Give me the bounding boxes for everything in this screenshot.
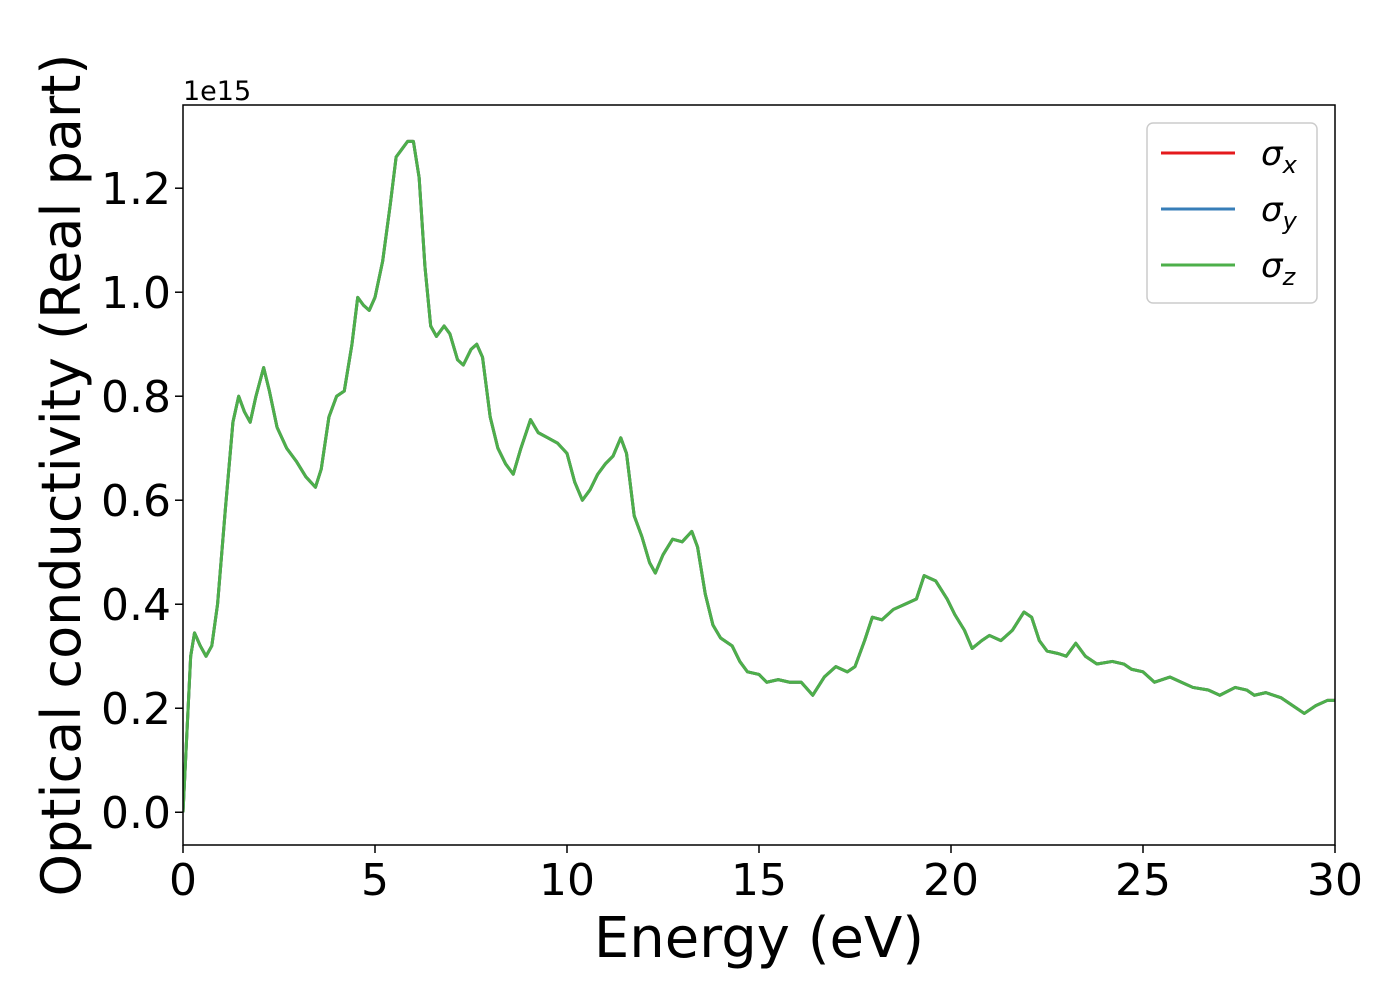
y-tick-label: 0.8 xyxy=(101,372,171,423)
x-axis-label: Energy (eV) xyxy=(594,906,924,971)
x-tick-label: 25 xyxy=(1115,855,1171,906)
legend-label: σx xyxy=(1261,134,1298,179)
y-tick-label: 1.0 xyxy=(101,268,171,319)
y-tick-label: 0.0 xyxy=(101,788,171,839)
legend-box xyxy=(1146,122,1318,304)
x-tick-label: 10 xyxy=(539,855,595,906)
y-tick-label: 0.6 xyxy=(101,476,171,527)
y-offset-label: 1e15 xyxy=(183,76,251,107)
legend-label: σz xyxy=(1261,246,1297,291)
x-tick-label: 30 xyxy=(1307,855,1363,906)
series-line xyxy=(183,139,1335,813)
y-tick-label: 0.2 xyxy=(101,684,171,735)
x-tick-label: 5 xyxy=(361,855,389,906)
y-tick-label: 1.2 xyxy=(101,164,171,215)
x-tick-label: 15 xyxy=(731,855,787,906)
y-axis-label: Optical conductivity (Real part) xyxy=(30,54,93,897)
y-tick-label: 0.4 xyxy=(101,580,171,631)
legend-label: σy xyxy=(1261,190,1298,235)
x-tick-label: 0 xyxy=(169,855,197,906)
x-tick-label: 20 xyxy=(923,855,979,906)
plot-frame xyxy=(182,104,1336,846)
